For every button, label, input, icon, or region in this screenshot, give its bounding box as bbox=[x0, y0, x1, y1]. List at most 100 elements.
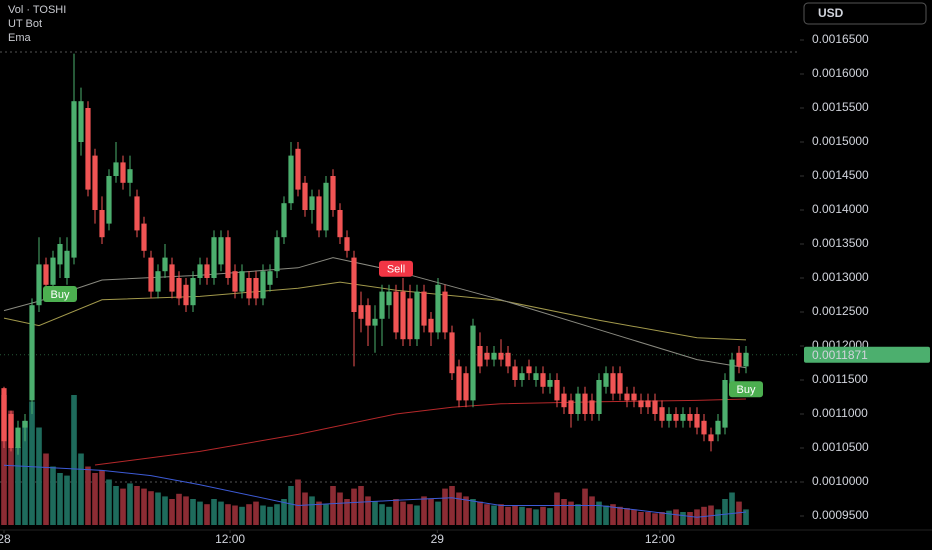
volume-bar bbox=[561, 499, 567, 525]
volume-bar bbox=[29, 401, 35, 525]
y-tick-label: 0.0010000 bbox=[812, 474, 869, 488]
candle-body bbox=[365, 305, 371, 326]
candle-body bbox=[400, 291, 406, 340]
candle-body bbox=[232, 271, 238, 292]
candle-body bbox=[309, 196, 315, 210]
candle-body bbox=[561, 393, 567, 408]
volume-bar bbox=[533, 509, 539, 525]
candle-body bbox=[743, 352, 749, 367]
candle-body bbox=[218, 237, 224, 265]
y-tick-label: 0.0009500 bbox=[812, 508, 869, 522]
candle-body bbox=[253, 278, 259, 299]
volume-bar bbox=[253, 501, 259, 525]
volume-bar bbox=[344, 499, 350, 525]
candle-body bbox=[715, 420, 721, 435]
candle-body bbox=[22, 420, 28, 428]
volume-bar bbox=[596, 501, 602, 525]
volume-bar bbox=[743, 509, 749, 525]
volume-bar bbox=[477, 501, 483, 525]
y-tick-label: 0.0015000 bbox=[812, 134, 869, 148]
volume-bar bbox=[232, 505, 238, 525]
candle-body bbox=[134, 196, 140, 231]
candle-body bbox=[666, 414, 672, 421]
currency[interactable]: USD bbox=[818, 6, 844, 20]
candle-body bbox=[729, 359, 735, 387]
volume-bar bbox=[225, 504, 231, 525]
volume-bar bbox=[169, 499, 175, 525]
volume-bar bbox=[351, 488, 357, 525]
candle-body bbox=[330, 176, 336, 210]
legend-item: Ema bbox=[8, 32, 32, 44]
candle-body bbox=[393, 291, 399, 333]
candle-body bbox=[631, 393, 637, 401]
candle-body bbox=[477, 346, 483, 367]
volume-bar bbox=[43, 453, 49, 525]
volume-bar bbox=[666, 510, 672, 525]
last-price-box bbox=[804, 346, 930, 363]
volume-bar bbox=[512, 505, 518, 525]
volume-bar bbox=[631, 509, 637, 525]
candle-body bbox=[624, 393, 630, 401]
candle-body bbox=[372, 318, 378, 326]
volume-bar bbox=[99, 470, 105, 525]
volume-bar bbox=[435, 501, 441, 525]
volume-bar bbox=[274, 504, 280, 525]
volume-bar bbox=[281, 499, 287, 525]
volume-bar bbox=[64, 475, 70, 525]
candle-body bbox=[407, 298, 413, 340]
candle-body bbox=[610, 373, 616, 394]
volume-bar bbox=[547, 508, 553, 525]
candle-body bbox=[176, 278, 182, 299]
x-tick-label: 28 bbox=[0, 532, 11, 546]
candle-body bbox=[36, 264, 42, 306]
candle-body bbox=[211, 237, 217, 278]
candle-body bbox=[274, 237, 280, 272]
candle-body bbox=[120, 162, 126, 183]
volume-bar bbox=[729, 492, 735, 525]
candle-body bbox=[225, 237, 231, 278]
volume-bar bbox=[162, 496, 168, 525]
volume-bar bbox=[568, 501, 574, 525]
volume-bar bbox=[365, 496, 371, 525]
y-tick-label: 0.0015500 bbox=[812, 100, 869, 114]
indicator-line bbox=[94, 398, 747, 466]
x-tick-label: 12:00 bbox=[645, 532, 675, 546]
volume-bar bbox=[309, 496, 315, 525]
candle-body bbox=[547, 380, 553, 387]
signal-box bbox=[729, 381, 763, 398]
candle-body bbox=[127, 169, 133, 183]
y-tick-label: 0.0013500 bbox=[812, 236, 869, 250]
candle-body bbox=[78, 101, 84, 142]
volume-bar bbox=[519, 506, 525, 525]
candle-body bbox=[421, 291, 427, 326]
volume-bar bbox=[120, 488, 126, 525]
candle-body bbox=[85, 108, 91, 190]
candle-body bbox=[302, 182, 308, 210]
currency-box[interactable] bbox=[803, 2, 927, 25]
volume-bar bbox=[358, 486, 364, 525]
candle-body bbox=[316, 196, 322, 231]
last-price: 0.0011871 bbox=[812, 348, 868, 362]
candle-body bbox=[281, 203, 287, 238]
candle-body bbox=[267, 271, 273, 285]
candle-body bbox=[442, 291, 448, 333]
candle-body bbox=[190, 278, 196, 306]
volume-bar bbox=[617, 506, 623, 525]
volume-bar bbox=[288, 486, 294, 525]
candle-body bbox=[414, 291, 420, 340]
candle-body bbox=[386, 291, 392, 306]
candle-body bbox=[449, 332, 455, 374]
candle-body bbox=[15, 427, 21, 448]
volume-bar bbox=[183, 496, 189, 525]
candle-body bbox=[57, 244, 63, 265]
volume-bar bbox=[50, 466, 56, 525]
volume-bar bbox=[484, 504, 490, 525]
candle-body bbox=[379, 291, 385, 319]
volume-bar bbox=[652, 513, 658, 525]
volume-bar bbox=[715, 509, 721, 525]
candle-body bbox=[288, 155, 294, 204]
volume-bar bbox=[78, 453, 84, 525]
